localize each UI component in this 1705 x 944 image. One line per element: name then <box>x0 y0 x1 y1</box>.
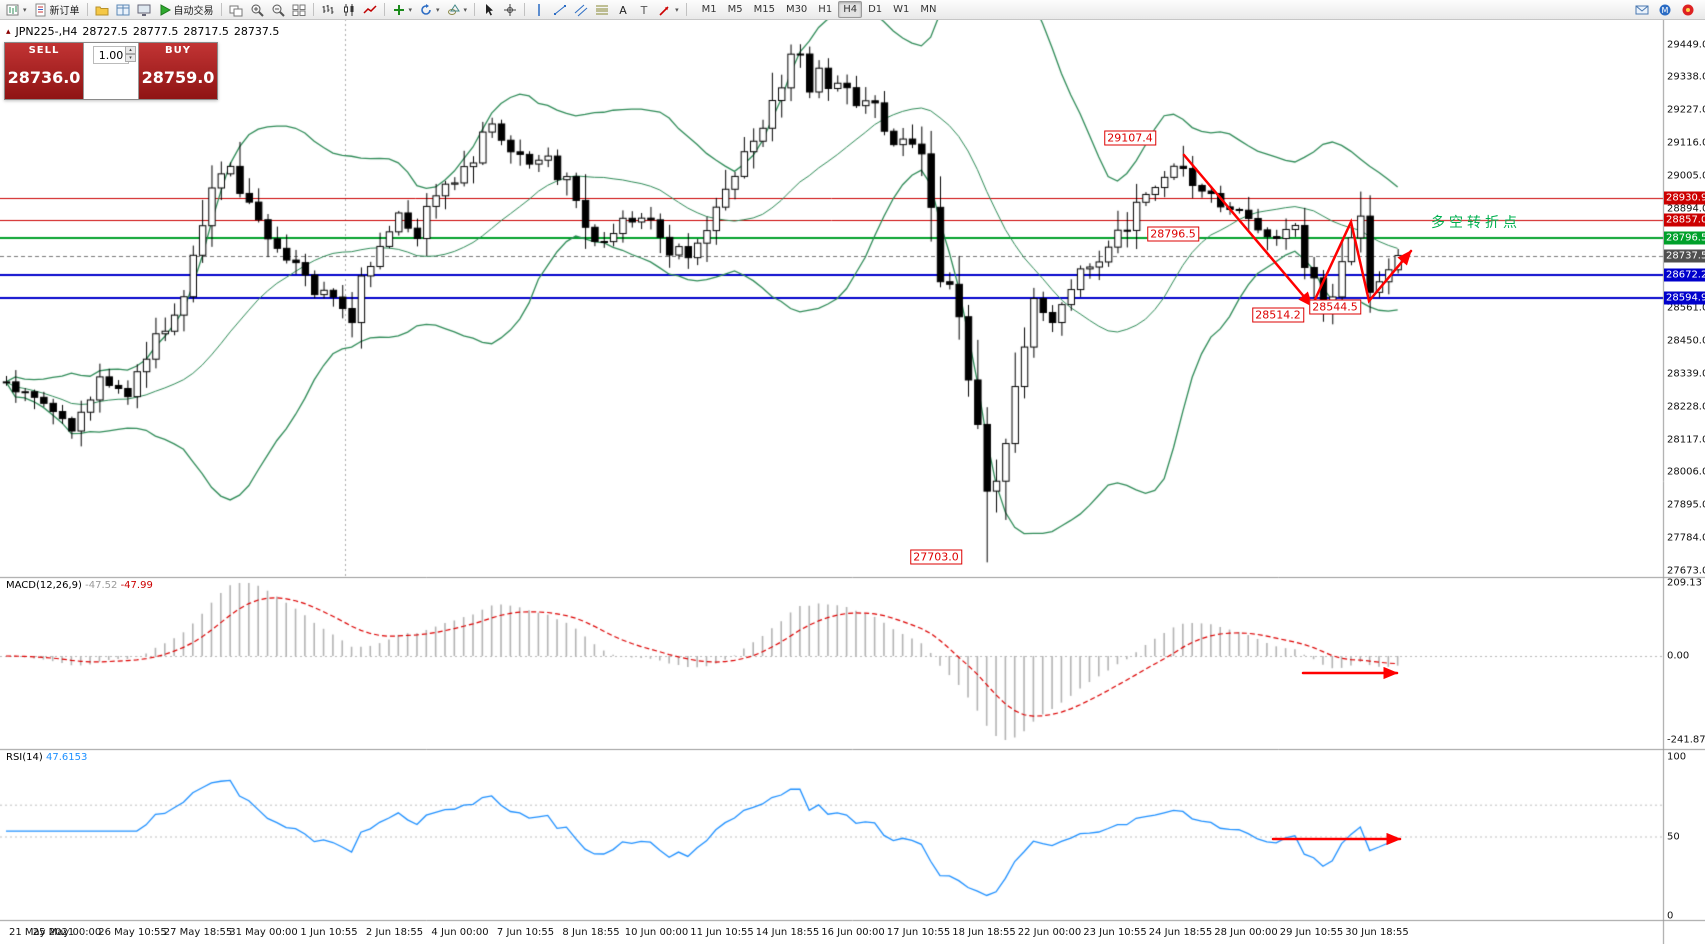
market-watch-button[interactable] <box>113 0 133 19</box>
toolbar-separator <box>86 3 88 16</box>
sell-price: 28736.0 <box>7 68 81 87</box>
text-button[interactable]: A <box>613 0 633 19</box>
autotrade-button[interactable]: 自动交易 <box>155 0 217 19</box>
toolbar-separator <box>220 3 222 16</box>
one-click-toggle-icon[interactable]: ▴ <box>6 26 11 37</box>
timeframe-w1-button[interactable]: W1 <box>893 4 910 15</box>
toolbar-separator <box>312 3 314 16</box>
toolbar-separator <box>524 3 526 16</box>
volume-box: ▴ ▾ <box>83 43 139 99</box>
buy-price: 28759.0 <box>141 68 215 87</box>
svg-text:T: T <box>640 4 648 17</box>
line-chart-button[interactable] <box>360 0 380 19</box>
label-button[interactable]: T <box>634 0 654 19</box>
toolbar-right-icons: M <box>1632 0 1702 19</box>
cursor-button[interactable] <box>479 0 499 19</box>
timeframe-h4-button[interactable]: H4 <box>838 1 863 18</box>
volume-up-button[interactable]: ▴ <box>125 46 136 54</box>
trendline-button[interactable] <box>550 0 570 19</box>
zoom-out-button[interactable] <box>268 0 288 19</box>
bar-chart-button[interactable] <box>318 0 338 19</box>
terminal-button[interactable] <box>134 0 154 19</box>
channel-button[interactable] <box>571 0 591 19</box>
profiles-button[interactable] <box>92 0 112 19</box>
volume-steppers: ▴ ▾ <box>125 46 136 62</box>
inbox-button[interactable] <box>1632 0 1652 19</box>
timeframe-m5-button[interactable]: M5 <box>727 4 743 15</box>
timeframe-m1-button[interactable]: M1 <box>701 4 717 15</box>
candle-chart-button[interactable] <box>339 0 359 19</box>
fibo-button[interactable] <box>592 0 612 19</box>
new-window-button[interactable] <box>226 0 246 19</box>
new-chart-button[interactable]: ▾ <box>3 0 30 19</box>
timeframe-m15-button[interactable]: M15 <box>753 4 775 15</box>
toolbar-separator <box>685 3 687 16</box>
main-toolbar: ▾ 新订单 自动交易 ▾ ▾ ▾ A T ▾ M1 M5 M15 M30 H1 H4 D1 W1 MN M <box>0 0 1705 20</box>
alert-button[interactable] <box>1678 0 1698 19</box>
sell-button[interactable]: SELL 28736.0 <box>5 43 83 99</box>
zoom-in-button[interactable] <box>247 0 267 19</box>
arrows-button[interactable]: ▾ <box>655 0 682 19</box>
toolbar-separator <box>474 3 476 16</box>
community-button[interactable]: M <box>1655 0 1675 19</box>
tile-windows-button[interactable] <box>289 0 309 19</box>
one-click-trading-panel: SELL 28736.0 ▴ ▾ BUY 28759.0 <box>4 42 218 100</box>
buy-label: BUY <box>165 45 191 56</box>
timeframe-d1-button[interactable]: D1 <box>868 4 883 15</box>
timeframe-mn-button[interactable]: MN <box>920 4 937 15</box>
new-order-button[interactable]: 新订单 <box>31 0 83 19</box>
svg-text:M: M <box>1662 6 1669 15</box>
timeframe-m30-button[interactable]: M30 <box>785 4 808 15</box>
volume-down-button[interactable]: ▾ <box>125 54 136 62</box>
timeframe-h1-button[interactable]: H1 <box>818 4 833 15</box>
indicators-button[interactable]: ▾ <box>393 4 413 15</box>
toolbar-separator <box>383 3 385 16</box>
volume-input[interactable] <box>93 46 129 64</box>
objects-button[interactable]: ▾ <box>444 0 471 19</box>
crosshair-button[interactable] <box>500 0 520 19</box>
cycles-button[interactable]: ▾ <box>416 0 443 19</box>
vline-button[interactable] <box>529 0 549 19</box>
timeframe-group: M1 M5 M15 M30 H1 H4 D1 W1 MN <box>697 1 942 18</box>
svg-text:A: A <box>619 4 627 17</box>
sell-label: SELL <box>28 45 60 56</box>
buy-button[interactable]: BUY 28759.0 <box>139 43 217 99</box>
